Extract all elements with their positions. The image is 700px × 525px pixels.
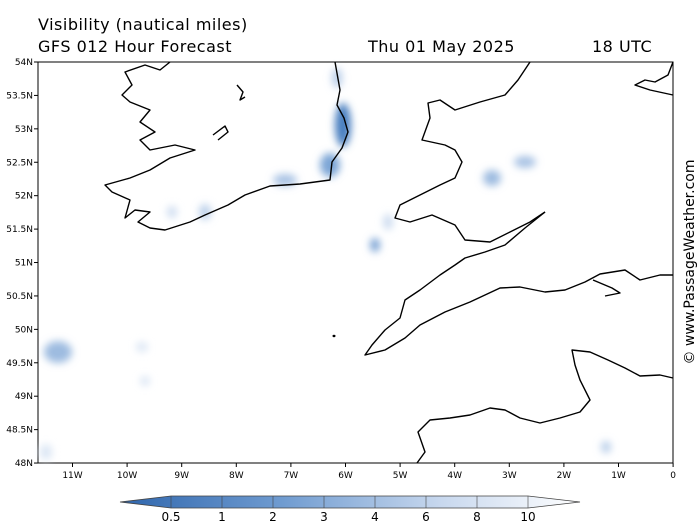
colorbar-label: 10 <box>520 510 535 524</box>
lon-label: 8W <box>229 471 244 481</box>
lat-label: 52N <box>15 192 33 202</box>
lon-label: 3W <box>502 471 517 481</box>
lat-label: 53.5N <box>6 91 33 101</box>
colorbar-label: 2 <box>269 510 277 524</box>
colorbar-label: 8 <box>473 510 481 524</box>
lon-label: 9W <box>174 471 189 481</box>
colorbar-label: 6 <box>422 510 430 524</box>
map-frame <box>37 61 674 464</box>
lat-label: 48N <box>15 459 33 469</box>
lat-label: 53N <box>15 125 33 135</box>
lon-label: 5W <box>393 471 408 481</box>
map: 54N 53.5N 53N 52.5N 52N 51.5N 51N 50.5N 50N 49.5N… <box>6 58 676 481</box>
lat-label: 48.5N <box>6 426 33 436</box>
lon-label: 0 <box>670 471 676 481</box>
lon-label: 2W <box>557 471 572 481</box>
coastlines <box>104 61 674 464</box>
lon-label: 1W <box>611 471 626 481</box>
subtitle: GFS 012 Hour Forecast <box>38 37 232 56</box>
lat-label: 50.5N <box>6 292 33 302</box>
colorbar-label: 0.5 <box>161 510 180 524</box>
time: 18 UTC <box>592 37 652 56</box>
lat-label: 52.5N <box>6 158 33 168</box>
lat-label: 51N <box>15 259 33 269</box>
date: Thu 01 May 2025 <box>367 37 515 56</box>
lon-label: 6W <box>338 471 353 481</box>
lat-label: 51.5N <box>6 225 33 235</box>
visibility-shading <box>40 68 611 460</box>
lon-label: 7W <box>284 471 299 481</box>
lon-label: 10W <box>117 471 137 481</box>
colorbar-label: 1 <box>218 510 226 524</box>
lat-label: 49N <box>15 392 33 402</box>
watermark: © www.PassageWeather.com <box>682 159 698 364</box>
lon-label: 4W <box>447 471 462 481</box>
colorbar-body <box>119 495 581 509</box>
title: Visibility (nautical miles) <box>38 15 248 34</box>
colorbar-label: 4 <box>371 510 379 524</box>
lon-label: 11W <box>62 471 82 481</box>
lat-label: 50N <box>15 325 33 335</box>
colorbar-label: 3 <box>320 510 328 524</box>
colorbar: 0.5 1 2 3 4 6 8 10 <box>119 495 581 524</box>
lat-label: 54N <box>15 58 33 68</box>
lat-label: 49.5N <box>6 359 33 369</box>
